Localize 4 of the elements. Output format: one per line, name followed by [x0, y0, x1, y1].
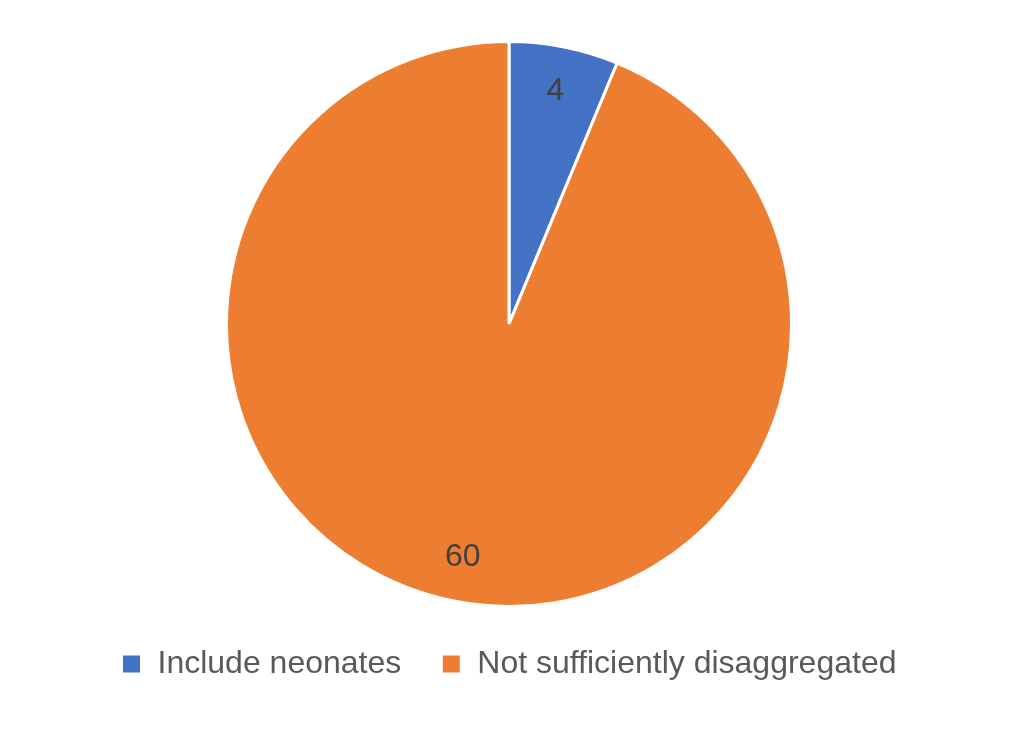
legend-label: Include neonates: [157, 643, 402, 680]
data-label: 4: [546, 71, 565, 108]
legend-label: Not sufficiently disaggregated: [477, 643, 897, 680]
data-label: 60: [444, 536, 481, 573]
